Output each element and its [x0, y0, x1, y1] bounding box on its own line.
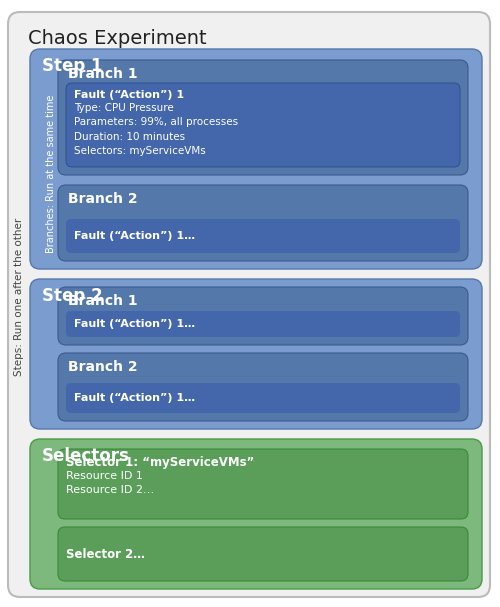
Text: Type: CPU Pressure
Parameters: 99%, all processes
Duration: 10 minutes
Selectors: Type: CPU Pressure Parameters: 99%, all … [74, 103, 238, 156]
FancyBboxPatch shape [58, 527, 468, 581]
Text: Fault (“Action”) 1…: Fault (“Action”) 1… [74, 319, 195, 329]
Text: Selectors: Selectors [42, 447, 130, 465]
FancyBboxPatch shape [66, 83, 460, 167]
Text: Branches: Run at the same time: Branches: Run at the same time [46, 95, 56, 253]
Text: Resource ID 1
Resource ID 2…: Resource ID 1 Resource ID 2… [66, 471, 154, 495]
FancyBboxPatch shape [30, 279, 482, 429]
Text: Branch 1: Branch 1 [68, 294, 138, 308]
Text: Branch 2: Branch 2 [68, 360, 138, 374]
Text: Step 2: Step 2 [42, 287, 102, 305]
Text: Step 1: Step 1 [42, 57, 102, 75]
FancyBboxPatch shape [58, 449, 468, 519]
FancyBboxPatch shape [58, 185, 468, 261]
FancyBboxPatch shape [58, 287, 468, 345]
Text: Fault (“Action”) 1…: Fault (“Action”) 1… [74, 393, 195, 403]
Text: Selector 2…: Selector 2… [66, 548, 145, 560]
Text: Branch 2: Branch 2 [68, 192, 138, 206]
Text: Fault (“Action”) 1…: Fault (“Action”) 1… [74, 231, 195, 241]
Text: Chaos Experiment: Chaos Experiment [28, 29, 206, 48]
FancyBboxPatch shape [30, 49, 482, 269]
Text: Fault (“Action”) 1: Fault (“Action”) 1 [74, 90, 184, 100]
FancyBboxPatch shape [66, 383, 460, 413]
FancyBboxPatch shape [30, 439, 482, 589]
Text: Branch 1: Branch 1 [68, 67, 138, 81]
FancyBboxPatch shape [58, 353, 468, 421]
Text: Steps: Run one after the other: Steps: Run one after the other [14, 218, 24, 376]
FancyBboxPatch shape [8, 12, 490, 597]
FancyBboxPatch shape [58, 60, 468, 175]
Text: Selector 1: “myServiceVMs”: Selector 1: “myServiceVMs” [66, 456, 254, 469]
FancyBboxPatch shape [66, 311, 460, 337]
FancyBboxPatch shape [66, 219, 460, 253]
